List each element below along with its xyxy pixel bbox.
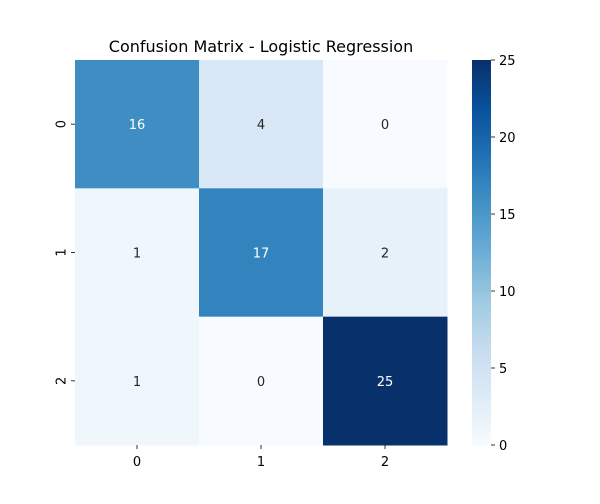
- cell-value-1-1: 17: [253, 247, 270, 262]
- heatmap-cells: [75, 60, 448, 446]
- colorbar-tick-label-5: 25: [499, 54, 516, 69]
- x-tick-label-1: 1: [257, 455, 265, 470]
- colorbar: 0 5 10 15 20 25: [472, 54, 516, 454]
- cell-value-2-0: 1: [133, 375, 141, 390]
- y-axis: 0 1 2: [55, 120, 75, 385]
- cell-value-1-0: 1: [133, 247, 141, 262]
- y-tick-label-1: 1: [55, 248, 70, 256]
- colorbar-tick-label-4: 20: [499, 131, 516, 146]
- cell-value-0-0: 16: [129, 118, 146, 133]
- colorbar-tick-label-1: 5: [499, 362, 507, 377]
- colorbar-gradient: [472, 60, 491, 445]
- colorbar-tick-label-3: 15: [499, 208, 516, 223]
- y-tick-label-2: 2: [55, 377, 70, 385]
- cell-value-2-2: 25: [377, 375, 394, 390]
- heatmap-cell-0-2: [323, 60, 448, 189]
- colorbar-tick-label-0: 0: [499, 439, 507, 454]
- colorbar-ticks: 0 5 10 15 20 25: [491, 54, 516, 454]
- heatmap-cell-1-2: [323, 188, 448, 318]
- heatmap-cell-2-2: [323, 316, 448, 446]
- heatmap-cell-0-1: [199, 60, 324, 189]
- chart-title: Confusion Matrix - Logistic Regression: [109, 37, 413, 56]
- cell-value-0-1: 4: [257, 118, 265, 133]
- cell-value-2-1: 0: [257, 375, 265, 390]
- heatmap-cell-1-0: [75, 188, 200, 318]
- x-axis: 0 1 2: [133, 445, 389, 470]
- x-tick-label-2: 2: [381, 455, 389, 470]
- x-tick-label-0: 0: [133, 455, 141, 470]
- cell-value-0-2: 0: [381, 118, 389, 133]
- heatmap-cell-2-0: [75, 316, 200, 446]
- y-tick-label-0: 0: [55, 120, 70, 128]
- colorbar-tick-label-2: 10: [499, 285, 516, 300]
- heatmap-cell-1-1: [199, 188, 324, 318]
- heatmap-cell-labels: 16 4 0 1 17 2 1 0 25: [129, 118, 394, 390]
- cell-value-1-2: 2: [381, 247, 389, 262]
- heatmap-cell-0-0: [75, 60, 200, 189]
- heatmap-cell-2-1: [199, 316, 324, 446]
